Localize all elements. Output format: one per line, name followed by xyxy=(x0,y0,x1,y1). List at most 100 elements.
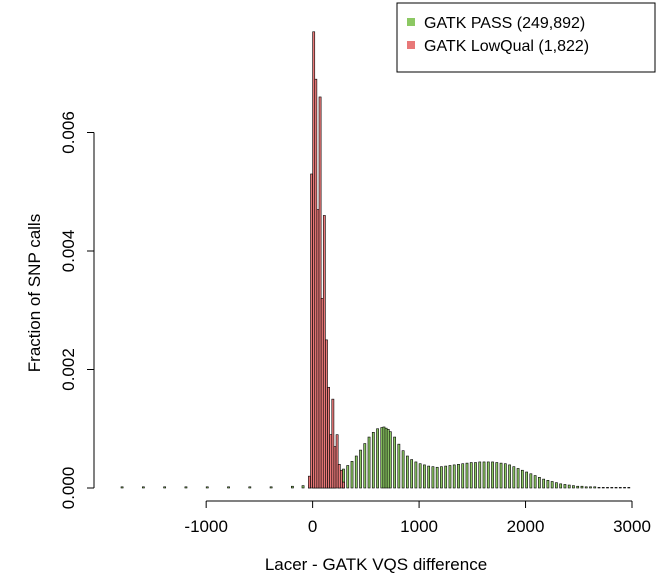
histogram-bar xyxy=(320,298,324,489)
histogram-bar xyxy=(508,464,511,489)
histogram-bar xyxy=(327,386,330,489)
histogram-bar xyxy=(410,459,414,489)
histogram-bar xyxy=(555,482,558,489)
histogram-bar xyxy=(474,462,477,489)
legend-swatch-pass xyxy=(407,18,415,26)
histogram-bar xyxy=(291,485,294,489)
histogram-bar xyxy=(427,465,431,489)
histogram-bar xyxy=(393,436,396,489)
histogram-bar xyxy=(322,215,326,489)
histogram-bar xyxy=(205,486,209,489)
histogram-bar xyxy=(325,339,328,489)
histogram-bar xyxy=(550,481,554,489)
x-axis: -1000 0 1000 2000 3000 xyxy=(184,500,651,536)
histogram-bar xyxy=(388,431,392,489)
histogram-bar xyxy=(495,462,499,489)
histogram-bar xyxy=(503,463,507,489)
histogram-bar xyxy=(316,209,320,489)
histogram-bar xyxy=(452,464,456,489)
histogram-bar xyxy=(308,475,311,489)
histogram-bar xyxy=(423,464,426,489)
histogram-bar xyxy=(529,473,533,489)
histogram-bar xyxy=(386,429,390,489)
histogram-bar xyxy=(576,485,580,489)
x-tick-label: 1000 xyxy=(400,517,438,536)
histogram-bar xyxy=(580,485,584,489)
histogram-bar xyxy=(435,466,439,489)
histogram-bar xyxy=(546,479,550,489)
histogram-bar xyxy=(184,486,188,489)
histogram-bar xyxy=(227,486,230,489)
y-tick-label: 0.006 xyxy=(59,111,78,154)
histogram-bar xyxy=(371,432,375,489)
legend-swatch-lowqual xyxy=(407,41,415,49)
histogram-bar xyxy=(491,461,494,489)
series-gatk-lowqual xyxy=(308,31,345,489)
histogram-bar xyxy=(567,484,571,489)
histogram-bar xyxy=(331,398,335,489)
histogram-bar xyxy=(335,434,339,489)
histogram-bar xyxy=(499,462,503,489)
histogram-bar xyxy=(269,486,273,489)
histogram-bar xyxy=(401,450,405,489)
histogram-bar xyxy=(559,483,563,489)
histogram-bar xyxy=(248,486,252,489)
histogram-bar xyxy=(444,465,448,489)
histogram-bar xyxy=(469,462,473,489)
histogram-bar xyxy=(431,466,435,489)
histogram-bar xyxy=(623,487,626,489)
histogram-bar xyxy=(346,465,350,489)
legend-label-pass: GATK PASS (249,892) xyxy=(424,15,585,32)
histogram-bar xyxy=(414,461,418,489)
series-gatk-pass xyxy=(120,426,631,489)
histogram-bar xyxy=(367,436,371,489)
histogram-bar xyxy=(627,487,631,489)
histogram-bar xyxy=(572,485,575,489)
histogram-bar xyxy=(533,475,537,489)
histogram-bar xyxy=(440,466,443,489)
histogram-bar xyxy=(516,468,520,489)
histogram-bar xyxy=(512,466,516,489)
histogram-bar xyxy=(376,428,379,489)
y-tick-label: 0.000 xyxy=(59,467,78,510)
histogram-bar xyxy=(461,463,465,489)
histogram-bar xyxy=(610,487,614,489)
histogram-bar xyxy=(363,443,367,489)
histogram-bar xyxy=(333,446,337,489)
histogram-bar xyxy=(542,478,546,489)
histogram-bar xyxy=(310,173,313,489)
histogram-bar xyxy=(465,462,469,489)
legend[interactable]: GATK PASS (249,892) GATK LowQual (1,822) xyxy=(396,2,656,73)
histogram-bar xyxy=(141,486,145,489)
histogram-bar xyxy=(384,427,388,489)
histogram-bar xyxy=(163,486,167,489)
x-tick-label: 2000 xyxy=(507,517,545,536)
histogram-bar xyxy=(486,461,490,489)
histogram-bar xyxy=(618,487,622,489)
histogram-bar xyxy=(457,463,460,489)
histogram-bar xyxy=(593,486,597,489)
histogram-bar xyxy=(354,455,358,489)
histogram-bar xyxy=(520,469,524,489)
histogram-bar xyxy=(350,461,354,489)
x-axis-title: Lacer - GATK VQS difference xyxy=(265,555,487,574)
histogram-bar xyxy=(563,484,567,489)
y-axis: 0.000 0.002 0.004 0.006 xyxy=(59,111,95,510)
histogram-bar xyxy=(482,461,486,489)
histogram-bar xyxy=(318,96,322,489)
histogram-bar xyxy=(382,426,386,489)
x-tick-label: -1000 xyxy=(184,517,227,536)
histogram-bar xyxy=(448,465,452,489)
histogram-bar xyxy=(538,477,541,489)
histogram-bar xyxy=(418,463,422,489)
histogram-bar xyxy=(525,471,528,489)
histogram-bar xyxy=(597,487,601,489)
histogram-bar xyxy=(397,443,401,489)
x-tick-label: 3000 xyxy=(613,517,651,536)
histogram-bar xyxy=(337,463,341,489)
histogram-bar xyxy=(359,449,362,489)
histogram-bar xyxy=(301,485,305,489)
legend-box xyxy=(396,2,656,73)
histogram-bar xyxy=(614,487,618,489)
